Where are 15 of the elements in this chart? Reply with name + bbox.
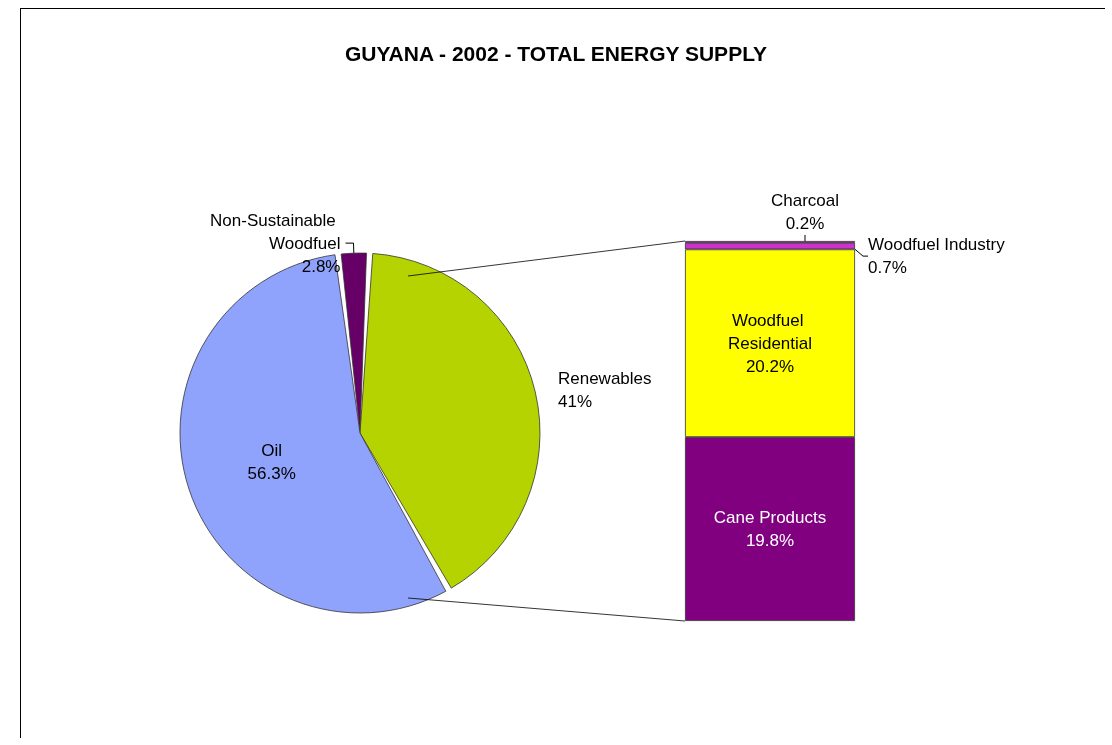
series-label: Cane Products <box>713 508 827 528</box>
series-label: Woodfuel Industry <box>868 235 1006 255</box>
data-label: 0.7% <box>868 258 907 278</box>
series-label: Woodfuel Residential <box>727 310 813 353</box>
slice-label: Oil <box>261 441 283 461</box>
data-label: 2.8% <box>301 256 341 276</box>
series-label: Charcoal <box>770 190 840 210</box>
slice-label: Renewables <box>557 368 652 388</box>
data-label: 20.2% <box>745 356 795 376</box>
data-label: 0.2% <box>785 213 825 233</box>
data-label: 56.3% <box>247 464 296 484</box>
slice-label: Non-Sustainable Woodfuel <box>210 210 341 253</box>
data-label: 19.8% <box>745 531 795 551</box>
data-label: 41% <box>557 391 593 411</box>
chart-title: GUYANA - 2002 - TOTAL ENERGY SUPPLY <box>344 42 768 65</box>
